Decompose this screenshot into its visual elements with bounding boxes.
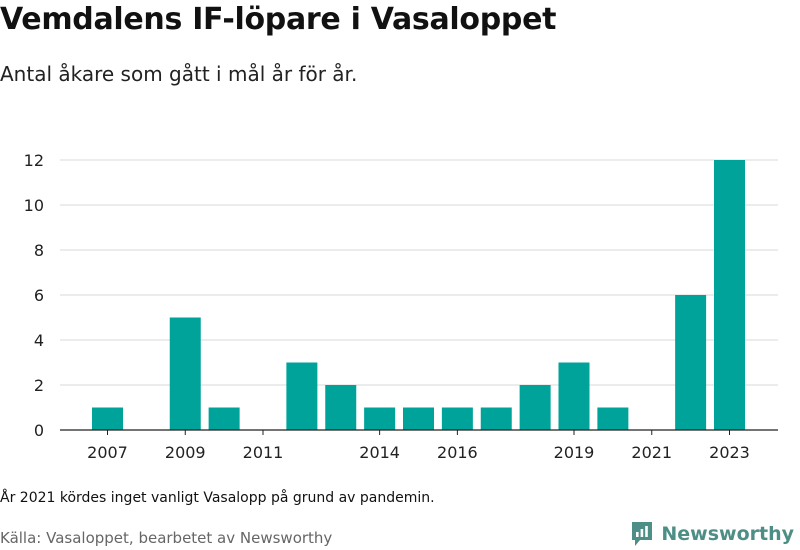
bar-2020 (597, 407, 629, 430)
x-axis-tick-labels: 2007 2009 2011 2014 2016 2019 2021 2023 (87, 430, 750, 462)
bar-2015 (403, 407, 434, 430)
x-tick-label: 2023 (709, 443, 750, 462)
y-axis-tick-labels: 0 2 4 6 8 10 12 (24, 151, 44, 440)
y-tick-label: 6 (34, 286, 44, 305)
chart-title: Vemdalens IF-löpare i Vasaloppet (0, 2, 557, 37)
x-tick-label: 2019 (554, 443, 595, 462)
x-tick-label: 2011 (243, 443, 284, 462)
y-tick-label: 10 (24, 196, 44, 215)
x-tick-label: 2016 (437, 443, 478, 462)
brand-name: Newsworthy (661, 523, 794, 545)
x-tick-label: 2009 (165, 443, 206, 462)
bar-2014 (364, 407, 396, 430)
bar-2012 (286, 362, 318, 430)
y-tick-label: 8 (34, 241, 44, 260)
bar-2009 (169, 317, 201, 430)
bar-2010 (208, 407, 240, 430)
bar-2017 (480, 407, 512, 430)
source-credit: Källa: Vasaloppet, bearbetet av Newswort… (0, 529, 333, 547)
chart-subtitle: Antal åkare som gått i mål år för år. (0, 62, 358, 86)
bar-2022 (675, 295, 707, 430)
gridlines (60, 159, 778, 386)
y-tick-label: 0 (34, 421, 44, 440)
bar-2018 (519, 385, 551, 430)
y-tick-label: 4 (34, 331, 44, 350)
bar-2016 (441, 407, 473, 430)
bar-2007 (92, 407, 123, 430)
bars (92, 160, 745, 430)
footnote: År 2021 kördes inget vanligt Vasalopp på… (0, 490, 435, 506)
bar-2013 (325, 385, 357, 430)
y-tick-label: 2 (34, 376, 44, 395)
newsworthy-logo-icon (632, 522, 653, 546)
newsworthy-brand[interactable]: Newsworthy (630, 520, 794, 548)
bar-2023 (714, 160, 745, 430)
x-tick-label: 2021 (631, 443, 672, 462)
y-tick-label: 12 (24, 151, 44, 170)
x-tick-label: 2007 (87, 443, 128, 462)
x-tick-label: 2014 (359, 443, 400, 462)
bar-2019 (558, 362, 590, 430)
